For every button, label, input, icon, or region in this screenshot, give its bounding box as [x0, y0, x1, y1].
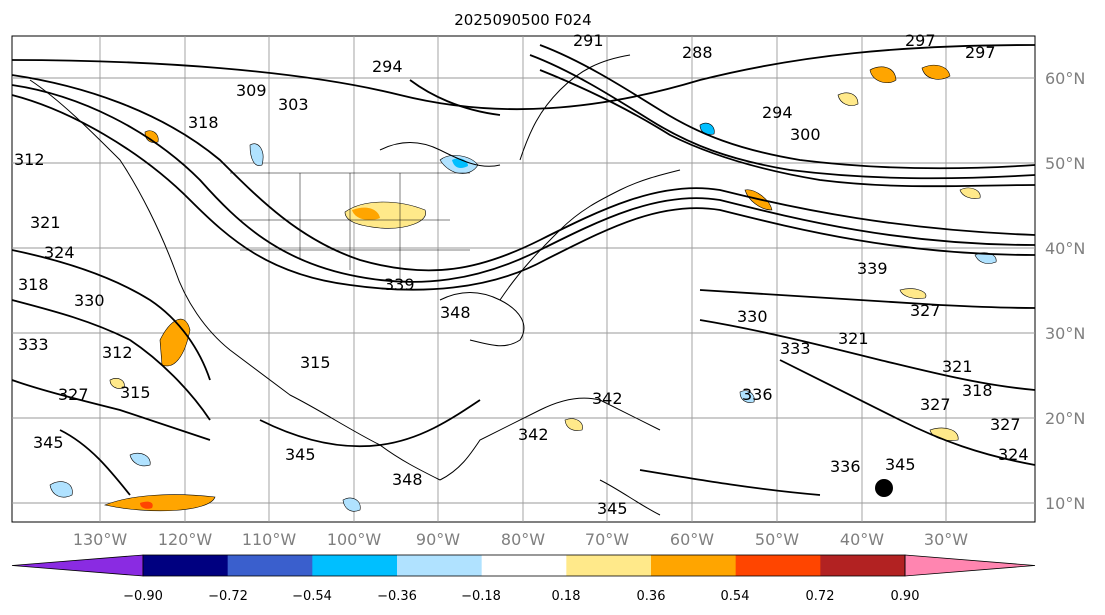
- contour-label: 336: [742, 385, 773, 404]
- colorbar-tick-label: −0.18: [461, 589, 501, 604]
- contour-label: 336: [830, 457, 861, 476]
- contour-label: 345: [597, 499, 628, 518]
- colorbar-segment: [820, 555, 906, 576]
- contour-label: 342: [592, 389, 623, 408]
- colorbar-tick-label: 0.90: [891, 589, 920, 604]
- colorbar-tick-label: 0.54: [721, 589, 750, 604]
- colorbar-tick-label: −0.72: [208, 589, 248, 604]
- contour-label: 339: [384, 275, 415, 294]
- contour-label: 294: [372, 57, 403, 76]
- contour-label: 318: [18, 275, 49, 294]
- contour-label: 318: [962, 381, 993, 400]
- contour-label-group: 297 297 294 288 291 294 300 303 309 318 …: [14, 31, 1029, 518]
- contour-label: 315: [120, 383, 151, 402]
- lon-label: 80°W: [501, 530, 545, 549]
- lat-label: 30°N: [1045, 324, 1085, 343]
- contour-label: 327: [920, 395, 951, 414]
- map-frame: [11, 35, 1036, 523]
- coastlines: [29, 54, 681, 516]
- lon-label: 50°W: [755, 530, 799, 549]
- colorbar-tick-label: −0.54: [292, 589, 332, 604]
- longitude-labels: 130°W 120°W 110°W 100°W 90°W 80°W 70°W 6…: [73, 530, 968, 549]
- lat-label: 20°N: [1045, 409, 1085, 428]
- colorbar-extend-min: [11, 554, 144, 577]
- political-borders: [230, 172, 470, 280]
- colorbar: −0.90 −0.72 −0.54 −0.36 −0.18 0.18 0.36 …: [11, 554, 1036, 604]
- colorbar-tick-label: 0.72: [806, 589, 835, 604]
- lon-label: 40°W: [840, 530, 884, 549]
- contour-label: 345: [285, 445, 316, 464]
- lon-label: 30°W: [924, 530, 968, 549]
- contour-label: 321: [942, 357, 973, 376]
- contour-label: 324: [44, 243, 75, 262]
- colorbar-tick-label: 0.36: [637, 589, 666, 604]
- colorbar-tick-label: −0.90: [123, 589, 163, 604]
- contour-label: 324: [998, 445, 1029, 464]
- colorbar-outline: [142, 554, 906, 577]
- contour-label: 339: [857, 259, 888, 278]
- contour-label: 348: [392, 470, 423, 489]
- contour-label: 315: [300, 353, 331, 372]
- colorbar-segment: [651, 555, 737, 576]
- contour-label: 321: [30, 213, 61, 232]
- colorbar-segment: [481, 555, 567, 576]
- lon-label: 130°W: [73, 530, 128, 549]
- contour-label: 348: [440, 303, 471, 322]
- colorbar-segment: [143, 555, 229, 576]
- map-title: 2025090500 F024: [454, 11, 591, 29]
- lat-label: 50°N: [1045, 154, 1085, 173]
- colorbar-extend-max: [904, 554, 1036, 577]
- lon-label: 60°W: [670, 530, 714, 549]
- lat-label: 60°N: [1045, 69, 1085, 88]
- contour-label: 321: [838, 329, 869, 348]
- contour-label: 345: [33, 433, 64, 452]
- contour-label: 297: [905, 31, 936, 50]
- latitude-labels: 60°N 50°N 40°N 30°N 20°N 10°N: [1045, 69, 1085, 513]
- lat-label: 10°N: [1045, 494, 1085, 513]
- lon-label: 110°W: [242, 530, 297, 549]
- contour-label: 333: [780, 339, 811, 358]
- contour-label: 345: [885, 455, 916, 474]
- contour-label: 327: [990, 415, 1021, 434]
- contour-label: 297: [965, 43, 996, 62]
- storm-center-dot: [875, 479, 893, 497]
- colorbar-segments: [11, 554, 1036, 577]
- contour-label: 288: [682, 43, 713, 62]
- colorbar-segment: [735, 555, 821, 576]
- lon-label: 90°W: [416, 530, 460, 549]
- colorbar-segment: [227, 555, 313, 576]
- contour-label: 318: [188, 113, 219, 132]
- colorbar-segment: [397, 555, 483, 576]
- contour-label: 327: [910, 301, 941, 320]
- lon-label: 70°W: [585, 530, 629, 549]
- contour-label: 333: [18, 335, 49, 354]
- colorbar-tick-label: −0.36: [377, 589, 417, 604]
- colorbar-segment: [312, 555, 398, 576]
- contour-label: 330: [737, 307, 768, 326]
- contour-label: 327: [58, 385, 89, 404]
- contour-label: 303: [278, 95, 309, 114]
- contour-label: 330: [74, 291, 105, 310]
- colorbar-segment: [566, 555, 652, 576]
- contour-label: 291: [573, 31, 604, 50]
- colorbar-ticks: −0.90 −0.72 −0.54 −0.36 −0.18 0.18 0.36 …: [123, 589, 919, 604]
- contour-label: 312: [102, 343, 133, 362]
- colorbar-tick-label: 0.18: [552, 589, 581, 604]
- contour-label: 342: [518, 425, 549, 444]
- contour-label: 309: [236, 81, 267, 100]
- lat-label: 40°N: [1045, 239, 1085, 258]
- contour-label: 312: [14, 150, 45, 169]
- contour-label: 294: [762, 103, 793, 122]
- contour-label: 300: [790, 125, 821, 144]
- lon-label: 100°W: [327, 530, 382, 549]
- lon-label: 120°W: [158, 530, 213, 549]
- contour-lines: [11, 44, 1036, 496]
